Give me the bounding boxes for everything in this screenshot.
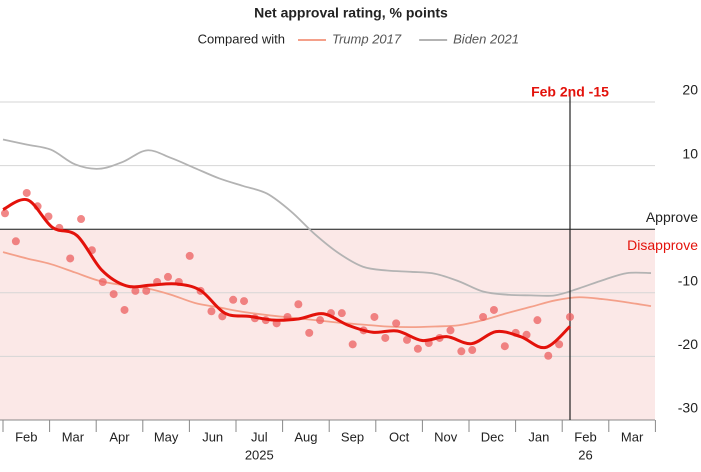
legend-label: Trump 2017: [332, 31, 402, 46]
x-tick-label: Aug: [294, 429, 317, 444]
legend-label: Biden 2021: [453, 31, 519, 46]
comparison-line: [2, 251, 652, 329]
poll-dot: [185, 251, 194, 260]
poll-dot: [489, 305, 498, 314]
disapprove-label: Disapprove: [627, 237, 698, 253]
legend-prefix: Compared with: [198, 31, 285, 46]
poll-dot: [305, 328, 314, 337]
y-tick-label: -10: [678, 273, 698, 289]
poll-dot: [66, 254, 75, 263]
poll-dot: [500, 342, 509, 351]
poll-dot: [77, 215, 86, 224]
x-tick-label: Jun: [202, 429, 223, 444]
x-tick-label: Jan: [528, 429, 549, 444]
x-tick-label: Sep: [341, 429, 364, 444]
chart-title: Net approval rating, % points: [254, 5, 448, 21]
x-tick-label: Apr: [109, 429, 130, 444]
poll-dot: [11, 237, 20, 246]
year-label: 2025: [245, 447, 274, 462]
y-tick-label: -20: [678, 336, 698, 352]
poll-dot: [348, 340, 357, 349]
poll-dot: [142, 286, 151, 295]
y-tick-label: 10: [682, 145, 698, 161]
x-tick-label: Mar: [621, 429, 644, 444]
x-tick-label: Jul: [251, 429, 268, 444]
poll-dot: [403, 335, 412, 344]
poll-dot: [544, 351, 553, 360]
approval-line: [2, 197, 572, 350]
year-label: 26: [578, 447, 592, 462]
poll-dot: [316, 316, 325, 325]
x-tick-label: Oct: [389, 429, 410, 444]
poll-dot: [479, 312, 488, 321]
poll-dot: [566, 312, 574, 321]
x-tick-label: Nov: [434, 429, 458, 444]
poll-dot: [163, 272, 172, 281]
poll-dot: [446, 326, 455, 335]
x-tick-label: May: [154, 429, 179, 444]
poll-dot: [22, 188, 31, 197]
disapprove-zone: [0, 230, 655, 420]
poll-dot: [337, 309, 346, 318]
poll-dot: [98, 277, 107, 286]
y-tick-label: 20: [682, 82, 698, 98]
poll-dot: [120, 305, 129, 314]
poll-dot: [457, 347, 466, 356]
poll-dot: [207, 307, 216, 316]
poll-dot: [1, 209, 9, 218]
poll-dot: [131, 286, 140, 295]
poll-dot: [533, 316, 542, 325]
poll-dot: [381, 333, 390, 342]
approve-label: Approve: [646, 209, 698, 225]
poll-dot: [413, 344, 422, 353]
marker-label: Feb 2nd -15: [531, 84, 609, 100]
x-tick-label: Feb: [574, 429, 596, 444]
x-tick-label: Dec: [481, 429, 505, 444]
poll-dot: [229, 295, 238, 304]
poll-dot: [468, 346, 477, 355]
poll-dot: [392, 319, 401, 328]
poll-dot: [370, 312, 379, 321]
y-tick-label: -30: [678, 400, 698, 416]
comparison-line: [2, 138, 652, 297]
x-tick-label: Feb: [15, 429, 37, 444]
poll-dot: [109, 290, 118, 299]
poll-dot: [44, 212, 53, 221]
x-tick-label: Mar: [62, 429, 85, 444]
poll-dot: [294, 300, 303, 309]
poll-dot: [240, 297, 249, 306]
poll-dot: [555, 340, 564, 349]
